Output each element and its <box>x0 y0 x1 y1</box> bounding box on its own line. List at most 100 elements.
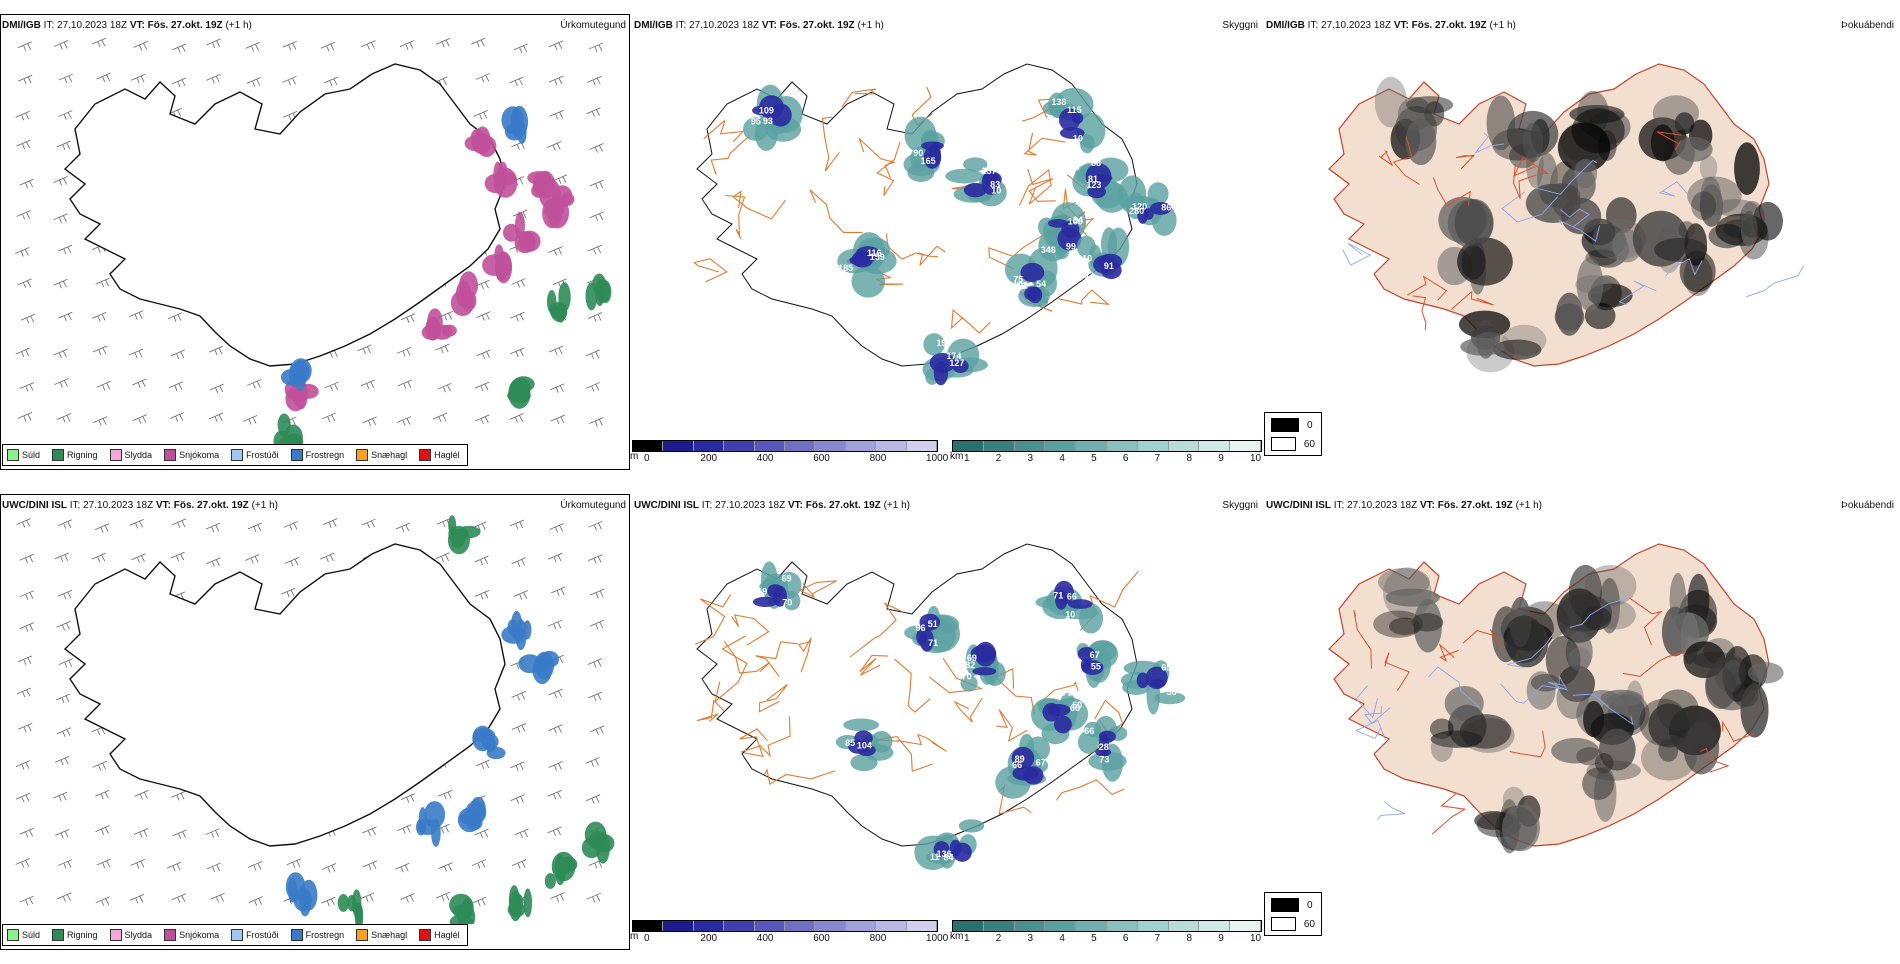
colorbar-cell <box>1014 921 1046 931</box>
visibility-value: 44 <box>943 162 953 172</box>
rivers <box>1354 596 1634 821</box>
legend-label: Frostúði <box>246 450 279 460</box>
fog-legend-swatch <box>1271 418 1299 432</box>
colorbar-tick: 800 <box>869 453 887 464</box>
legend-item: Súld <box>7 449 40 461</box>
colorbar-unit: m <box>630 451 639 462</box>
low-visibility-areas <box>742 84 1177 386</box>
precip-type-map <box>15 37 612 444</box>
fog-legend-swatch <box>1271 898 1299 912</box>
visibility-value: 10 <box>1065 610 1075 620</box>
visibility-value: 11 <box>930 852 940 862</box>
visibility-value: 73 <box>1099 755 1109 765</box>
legend-label: Slydda <box>124 930 153 940</box>
visibility-value: 348 <box>1041 245 1056 255</box>
visibility-value: 84 <box>943 853 953 863</box>
colorbar-tick: 9 <box>1218 453 1224 464</box>
colorbar-cell <box>724 921 755 931</box>
fog-shading <box>1373 564 1784 854</box>
fog-legend-label: 60 <box>1303 438 1315 450</box>
colorbar-cell <box>1137 441 1169 451</box>
colorbar-cell <box>693 921 725 931</box>
colorbar-meters: 0 200 400 600 800 1000 m <box>630 440 948 464</box>
fog-legend-row: 0 <box>1271 418 1315 432</box>
visibility-value: 10 <box>1073 134 1083 144</box>
legend-item: Haglél <box>419 449 460 461</box>
vt-label: VT: <box>129 20 145 31</box>
colorbar-tick: 6 <box>1122 453 1129 464</box>
legend-swatch <box>231 929 244 941</box>
visibility-value: 165 <box>921 156 936 166</box>
colorbar-cell <box>1168 441 1200 451</box>
visibility-value: 71 <box>1053 590 1063 600</box>
legend-swatch <box>109 449 122 461</box>
colorbar-tick: 7 <box>1154 453 1161 464</box>
colorbar-cell <box>1045 441 1077 451</box>
colorbar-tick: 3 <box>1027 453 1034 464</box>
colorbar-cell <box>953 921 984 931</box>
visibility-value: 70 <box>782 598 792 608</box>
colorbar-cell <box>1137 921 1169 931</box>
visibility-value: 174 <box>946 351 961 361</box>
colorbar-cell <box>633 441 664 451</box>
visibility-value: 120 <box>1132 202 1147 212</box>
visibility-value: 54 <box>1036 279 1046 289</box>
fog-legend-swatch <box>1271 917 1296 931</box>
colorbar-cell <box>1230 921 1261 931</box>
visibility-value: 28 <box>1099 742 1109 752</box>
colorbar-cell <box>845 441 877 451</box>
fog-index-legend: 0 60 <box>1264 892 1322 936</box>
visibility-value: 67 <box>1036 757 1046 767</box>
colorbar-tick: 600 <box>813 933 830 944</box>
fog-legend-row: 0 <box>1271 898 1315 912</box>
colorbar-cell <box>906 921 938 931</box>
legend-swatch <box>52 449 65 461</box>
panel-title: Skyggni <box>1222 500 1258 511</box>
colorbar-unit: km <box>950 451 964 462</box>
legend-label: Haglél <box>434 930 460 940</box>
vt-value: Fös. 27.okt. 19Z <box>1437 500 1513 511</box>
visibility-value: 99 <box>1066 241 1076 251</box>
visibility-value: 110 <box>1078 253 1093 263</box>
offset: (+1 h) <box>883 500 910 511</box>
colorbar-tick: 7 <box>1154 933 1161 944</box>
legend-item: Haglél <box>419 929 460 941</box>
visibility-value: 85 <box>845 738 855 748</box>
colorbar-tick: 800 <box>869 933 887 944</box>
colorbar-cell <box>1230 441 1261 451</box>
fog-index-legend: 0 60 <box>1264 412 1322 456</box>
it-value: 27.10.2023 18Z <box>1321 20 1392 31</box>
legend-label: Snjókoma <box>179 930 220 940</box>
colorbar-tick: 6 <box>1122 933 1129 944</box>
panel-title: Úrkomutegund <box>560 500 626 511</box>
visibility-value: 185 <box>838 263 853 273</box>
visibility-value: 104 <box>857 741 872 751</box>
model-name: DMI/IGB <box>634 20 673 31</box>
visibility-value: 137 <box>982 166 997 176</box>
legend-item: Snjókoma <box>164 449 219 461</box>
colorbar-tick: 8 <box>1186 453 1192 464</box>
visibility-value: 65 <box>1161 663 1171 673</box>
legend-item: Rigning <box>52 449 98 461</box>
visibility-value: 280 <box>1129 206 1144 216</box>
it-value: 27.10.2023 18Z <box>715 500 786 511</box>
panel-precip-type: UWC/DINI ISL IT: 27.10.2023 18Z VT: Fös.… <box>0 494 632 950</box>
visibility-value: 278 <box>1065 162 1080 172</box>
visibility-value: 69 <box>782 573 792 583</box>
colorbar-cell <box>1076 921 1107 931</box>
colorbar-tick: 400 <box>756 933 774 944</box>
fog-legend-swatch <box>1271 437 1296 451</box>
colorbar-tick: 2 <box>995 933 1002 944</box>
precip-areas <box>273 105 612 444</box>
panel-header: DMI/IGB IT: 27.10.2023 18Z VT: Fös. 27.o… <box>2 20 252 31</box>
colorbar-cell <box>785 921 816 931</box>
colorbar-meters: 0 200 400 600 800 1000 m <box>630 920 948 944</box>
colorbar-tick: 1000 <box>926 453 949 464</box>
fog-legend-label: 0 <box>1307 419 1313 431</box>
model-name: UWC/DINI ISL <box>1266 500 1331 511</box>
legend-item: Slydda <box>109 449 152 461</box>
panel-title: Skyggni <box>1222 20 1258 31</box>
visibility-value: 67 <box>1090 650 1100 660</box>
panel-frame <box>0 14 630 470</box>
colorbar-cell <box>983 441 1015 451</box>
